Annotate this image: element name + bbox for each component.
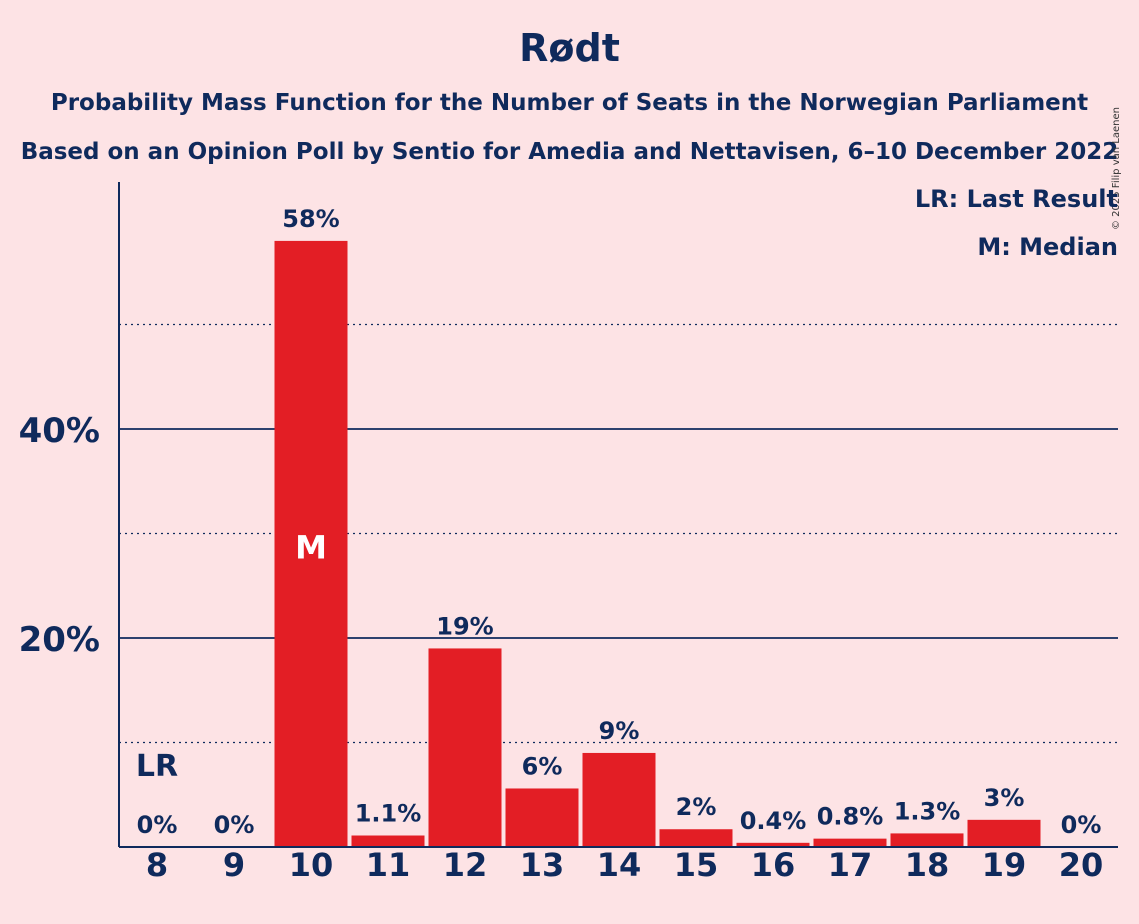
y-tick-label: 40% <box>19 411 100 451</box>
x-tick-label: 19 <box>982 846 1027 884</box>
last-result-marker: LR <box>136 749 178 784</box>
bar-value-label: 2% <box>676 793 717 821</box>
x-tick-label: 18 <box>905 846 950 884</box>
bar <box>967 819 1041 847</box>
bar-value-label: 6% <box>522 752 563 780</box>
bar <box>659 829 733 847</box>
y-tick-label: 20% <box>19 620 100 660</box>
median-marker: M <box>295 529 327 567</box>
bar-value-label: 0.8% <box>817 803 884 831</box>
bar-value-label: 58% <box>282 205 339 233</box>
x-tick-label: 15 <box>674 846 719 884</box>
x-tick-label: 16 <box>751 846 796 884</box>
bar-value-label: 9% <box>599 717 640 745</box>
bar <box>736 842 810 847</box>
bar-value-label: 1.1% <box>355 800 422 828</box>
x-tick-label: 8 <box>146 846 168 884</box>
legend-median: M: Median <box>977 233 1118 261</box>
bar-value-label: 0% <box>137 811 178 839</box>
bar-value-label: 0% <box>1061 811 1102 839</box>
x-tick-label: 9 <box>223 846 245 884</box>
x-tick-label: 20 <box>1059 846 1104 884</box>
bar <box>582 752 656 847</box>
x-tick-label: 14 <box>597 846 642 884</box>
bar-value-label: 19% <box>436 612 493 640</box>
bar <box>505 788 579 847</box>
x-tick-label: 11 <box>366 846 411 884</box>
bar <box>813 838 887 847</box>
chart-subtitle-line-2: Based on an Opinion Poll by Sentio for A… <box>20 139 1119 165</box>
bar-value-label: 0% <box>214 811 255 839</box>
chart-subtitle-line-1: Probability Mass Function for the Number… <box>50 90 1089 116</box>
legend-last-result: LR: Last Result <box>914 185 1118 213</box>
bar <box>428 648 502 847</box>
bar-value-label: 0.4% <box>740 807 807 835</box>
bar <box>274 240 348 847</box>
x-tick-label: 13 <box>520 846 565 884</box>
bar <box>351 835 425 847</box>
bar-value-label: 3% <box>984 784 1025 812</box>
x-tick-label: 10 <box>289 846 334 884</box>
x-tick-label: 17 <box>828 846 873 884</box>
chart-title: Rødt <box>519 26 620 70</box>
x-tick-label: 12 <box>443 846 488 884</box>
bar-value-label: 1.3% <box>894 797 961 825</box>
bar <box>890 833 964 847</box>
